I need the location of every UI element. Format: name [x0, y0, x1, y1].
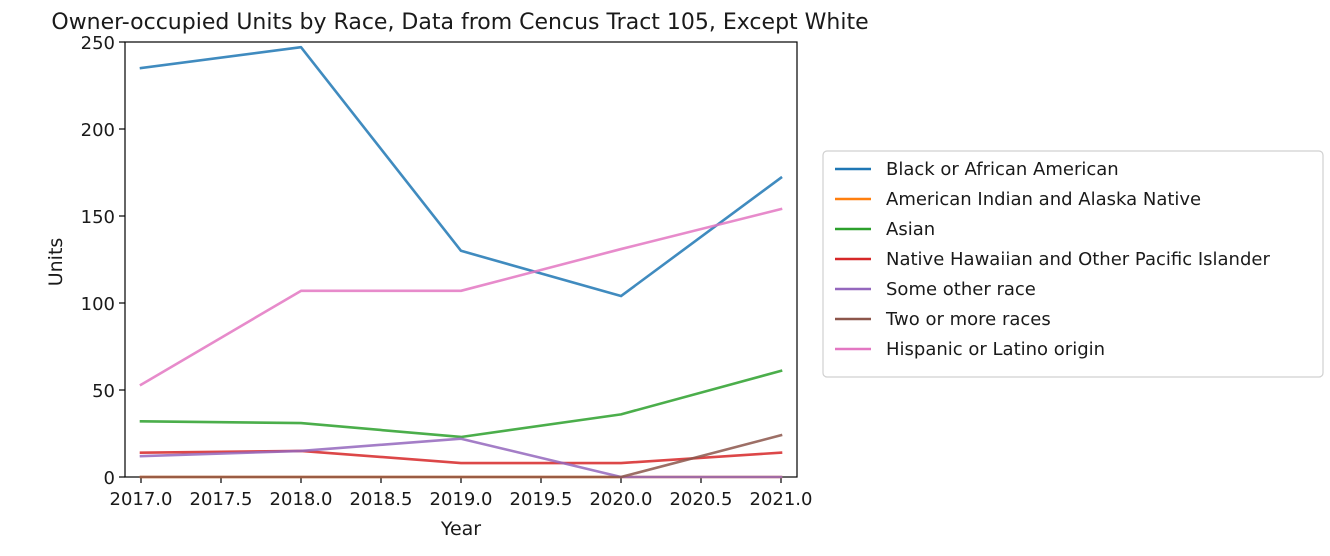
legend-label: Hispanic or Latino origin	[886, 339, 1105, 360]
plot-area	[124, 41, 798, 478]
x-tick-label: 2020.5	[670, 489, 733, 510]
x-tick-label: 2018.5	[350, 489, 413, 510]
series-line-3	[139, 369, 783, 439]
x-tick-label: 2020.0	[590, 489, 653, 510]
y-tick-label: 250	[81, 33, 115, 54]
y-axis-label: Units	[45, 238, 67, 287]
legend-label: Black or African American	[886, 159, 1119, 180]
x-tick-label: 2019.5	[510, 489, 573, 510]
x-tick-label: 2017.0	[110, 489, 173, 510]
y-tick-label: 100	[81, 294, 115, 315]
legend-entry: Asian	[835, 219, 935, 240]
legend-entry: Some other race	[835, 279, 1036, 300]
legend-entry: Two or more races	[835, 309, 1051, 330]
y-tick-label: 0	[104, 468, 115, 489]
x-axis-ticks: 2017.0 2017.5 2018.0 2018.5 2019.0 2019.5 2020…	[110, 477, 813, 510]
y-tick-label: 150	[81, 207, 115, 228]
series-line-5	[139, 437, 783, 479]
legend-entry: Native Hawaiian and Other Pacific Island…	[835, 249, 1270, 270]
legend-entry: Black or African American	[835, 159, 1119, 180]
y-tick-label: 200	[81, 120, 115, 141]
legend-label: Asian	[886, 219, 935, 240]
y-axis-ticks: 0 50 100 150 200 250	[81, 33, 125, 489]
legend-box	[822, 150, 1324, 378]
x-tick-label: 2021.0	[750, 489, 813, 510]
series-lines	[139, 45, 783, 479]
x-tick-label: 2019.0	[430, 489, 493, 510]
legend-entry: American Indian and Alaska Native	[835, 189, 1201, 210]
x-tick-label: 2017.5	[190, 489, 253, 510]
legend: Black or African American American Indian…	[822, 150, 1324, 378]
legend-label: Native Hawaiian and Other Pacific Island…	[886, 249, 1270, 270]
legend-label: Two or more races	[885, 309, 1051, 330]
series-line-6	[139, 433, 783, 479]
legend-label: American Indian and Alaska Native	[886, 189, 1201, 210]
plot-frame	[124, 41, 798, 478]
legend-entry: Hispanic or Latino origin	[835, 339, 1105, 360]
legend-label: Some other race	[886, 279, 1036, 300]
series-line-1	[139, 45, 783, 298]
series-line-7	[139, 207, 783, 387]
chart-title: Owner-occupied Units by Race, Data from …	[51, 10, 868, 35]
x-axis-label: Year	[440, 518, 481, 540]
x-tick-label: 2018.0	[270, 489, 333, 510]
y-tick-label: 50	[92, 381, 115, 402]
